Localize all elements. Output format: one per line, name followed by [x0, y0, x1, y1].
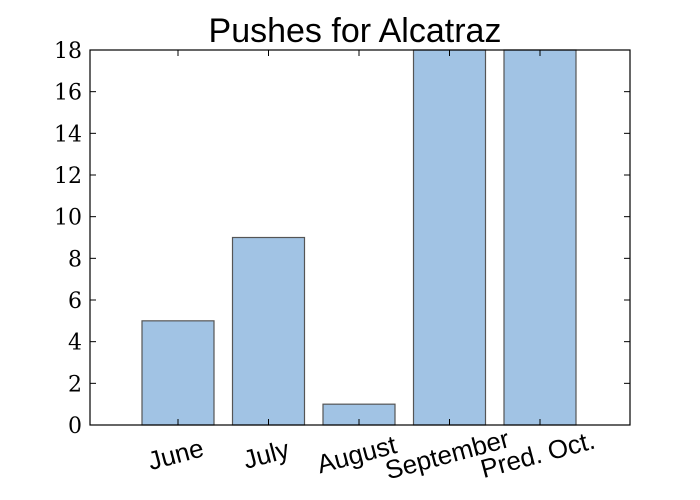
- y-tick-label: 14: [54, 122, 82, 147]
- x-tick-label: June: [145, 433, 207, 477]
- chart-title: Pushes for Alcatraz: [209, 12, 502, 50]
- x-tick-label: July: [240, 434, 292, 475]
- y-tick-label: 6: [68, 289, 82, 314]
- bar-4: [503, 49, 577, 426]
- y-tick-label: 10: [54, 206, 82, 231]
- bar-0: [141, 320, 215, 426]
- y-tick-label: 2: [68, 372, 82, 397]
- bar-3: [412, 49, 487, 426]
- y-tick-label: 0: [68, 414, 82, 439]
- plot-frame: [89, 49, 631, 426]
- y-tick-label: 12: [54, 164, 82, 189]
- y-tick-label: 16: [54, 81, 82, 106]
- y-tick-label: 8: [68, 247, 82, 272]
- y-axis-ticks: 0 2 4 6 8 10 12 14 16 18: [54, 39, 630, 439]
- bars: [141, 49, 577, 426]
- bar-1: [231, 236, 306, 426]
- y-tick-label: 18: [54, 39, 82, 64]
- y-tick-label: 4: [68, 331, 82, 356]
